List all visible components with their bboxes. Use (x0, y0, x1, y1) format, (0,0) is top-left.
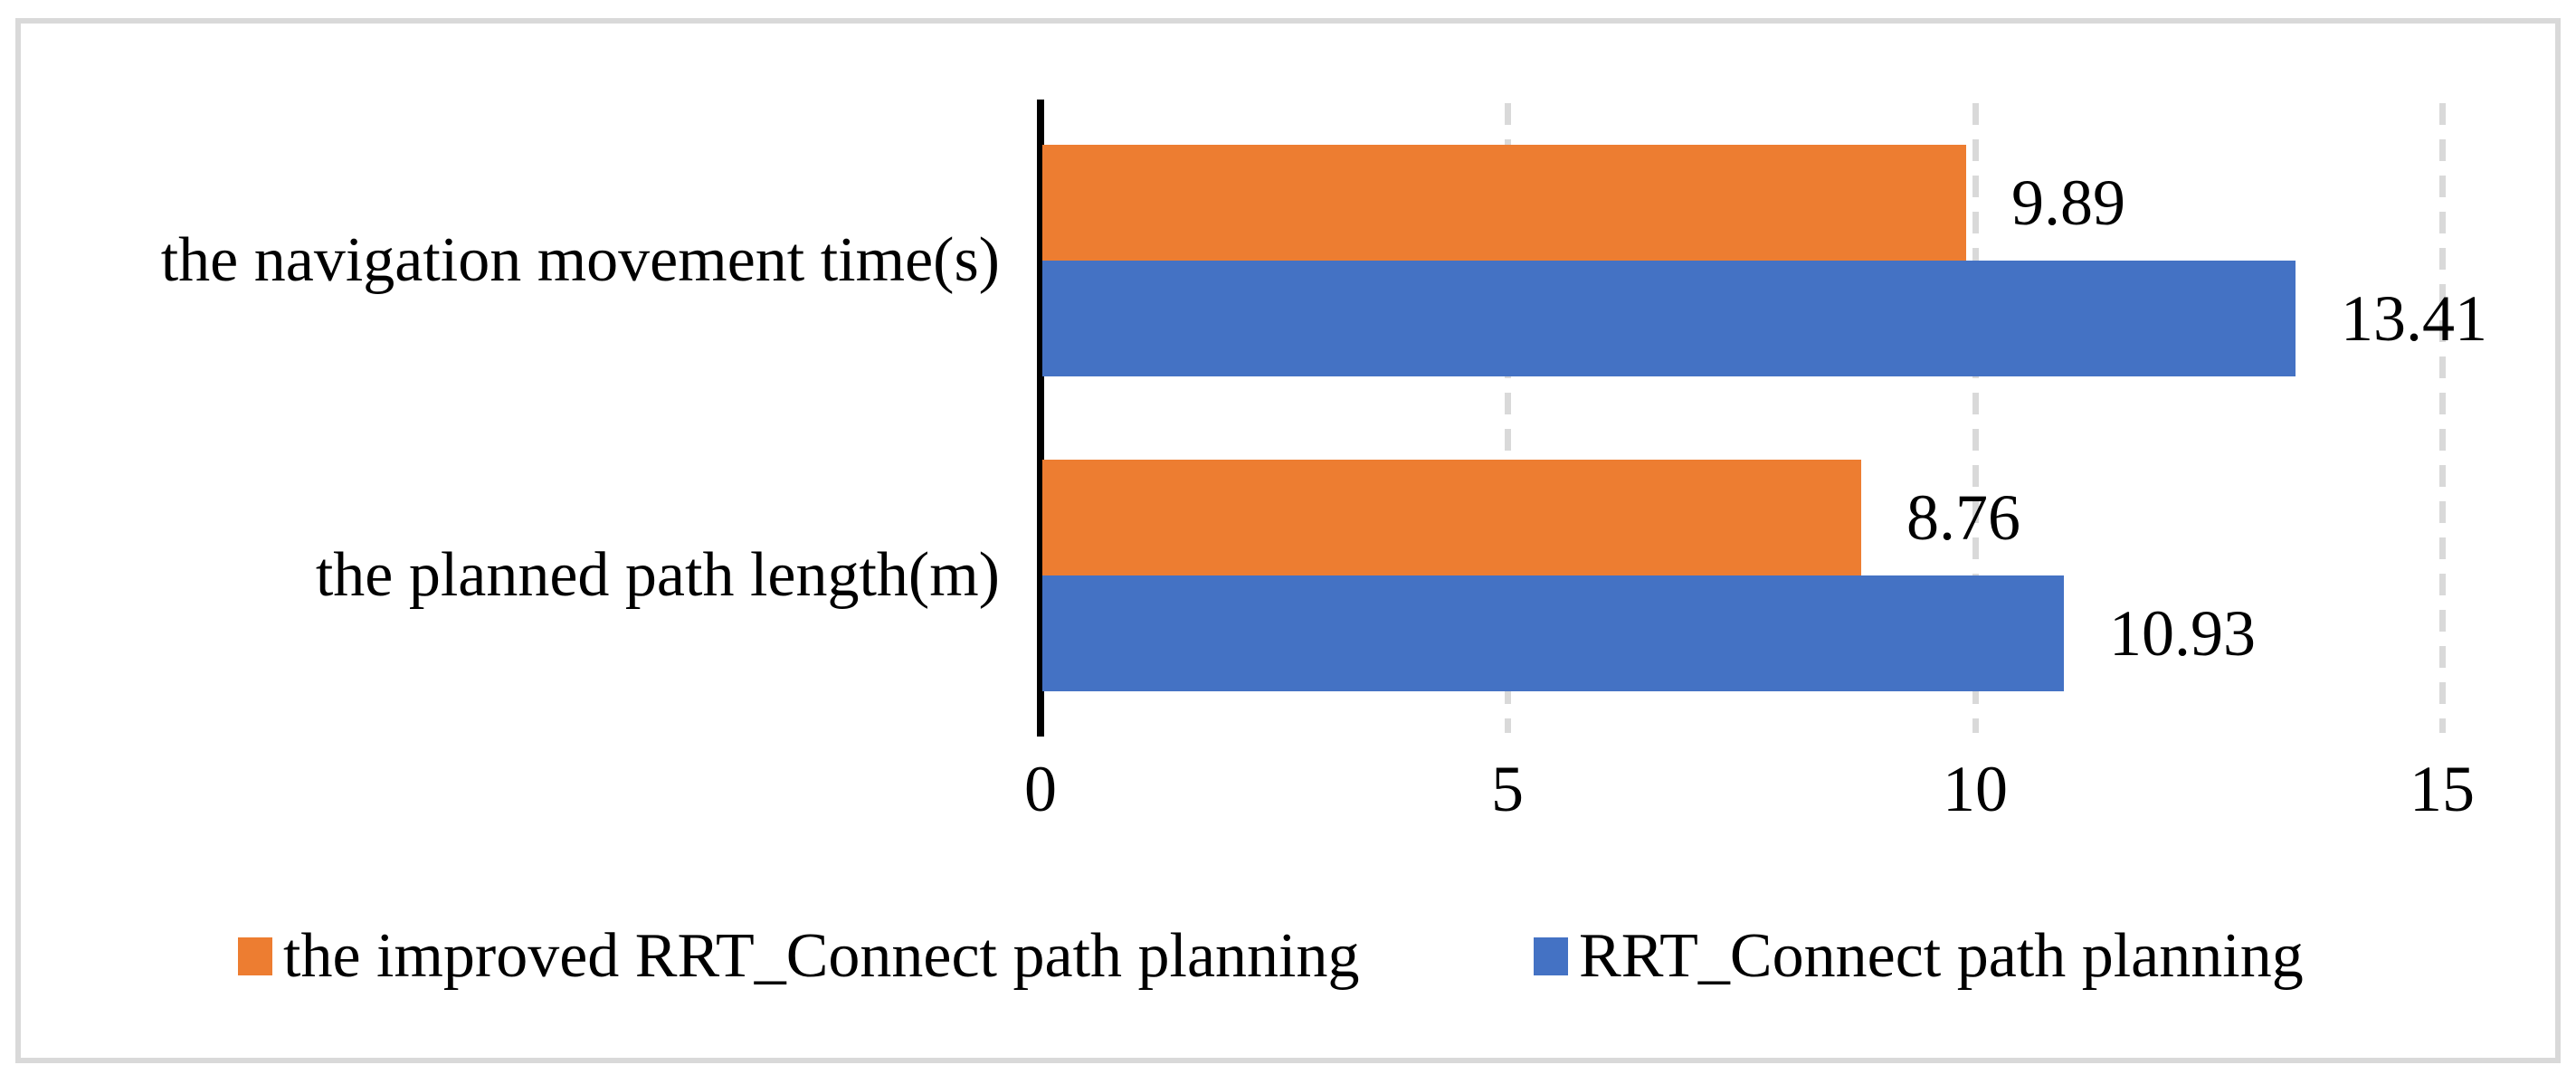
bar-series0-cat1 (1042, 460, 1861, 575)
bar-series0-cat0 (1042, 145, 1966, 261)
x-tick-label-10: 10 (1943, 753, 2008, 825)
category-axis-line (1037, 100, 1044, 737)
legend-swatch-0 (238, 937, 272, 975)
gridline-x5 (1505, 103, 1512, 733)
value-label-series1-cat1: 10.93 (2109, 597, 2256, 670)
legend-item-1: RRT_Connect path planning (1534, 918, 2304, 995)
category-label-0: the navigation movement time(s) (160, 225, 1000, 295)
value-label-series0-cat1: 8.76 (1906, 481, 2020, 554)
category-label-1: the planned path length(m) (315, 540, 1000, 610)
bar-series1-cat1 (1042, 575, 2064, 691)
value-label-series1-cat0: 13.41 (2341, 282, 2487, 355)
x-tick-label-0: 0 (1024, 753, 1057, 825)
gridline-x10 (1972, 103, 1979, 733)
gridline-x15 (2439, 103, 2446, 733)
legend-swatch-1 (1534, 937, 1568, 975)
x-tick-label-5: 5 (1491, 753, 1524, 825)
figure-border (15, 18, 2561, 1063)
legend-label-1: RRT_Connect path planning (1579, 921, 2304, 991)
legend-label-0: the improved RRT_Connect path planning (283, 921, 1360, 991)
bar-series1-cat0 (1042, 261, 2296, 376)
legend-item-0: the improved RRT_Connect path planning (238, 918, 1360, 995)
x-tick-label-15: 15 (2410, 753, 2475, 825)
value-label-series0-cat0: 9.89 (2011, 166, 2125, 239)
